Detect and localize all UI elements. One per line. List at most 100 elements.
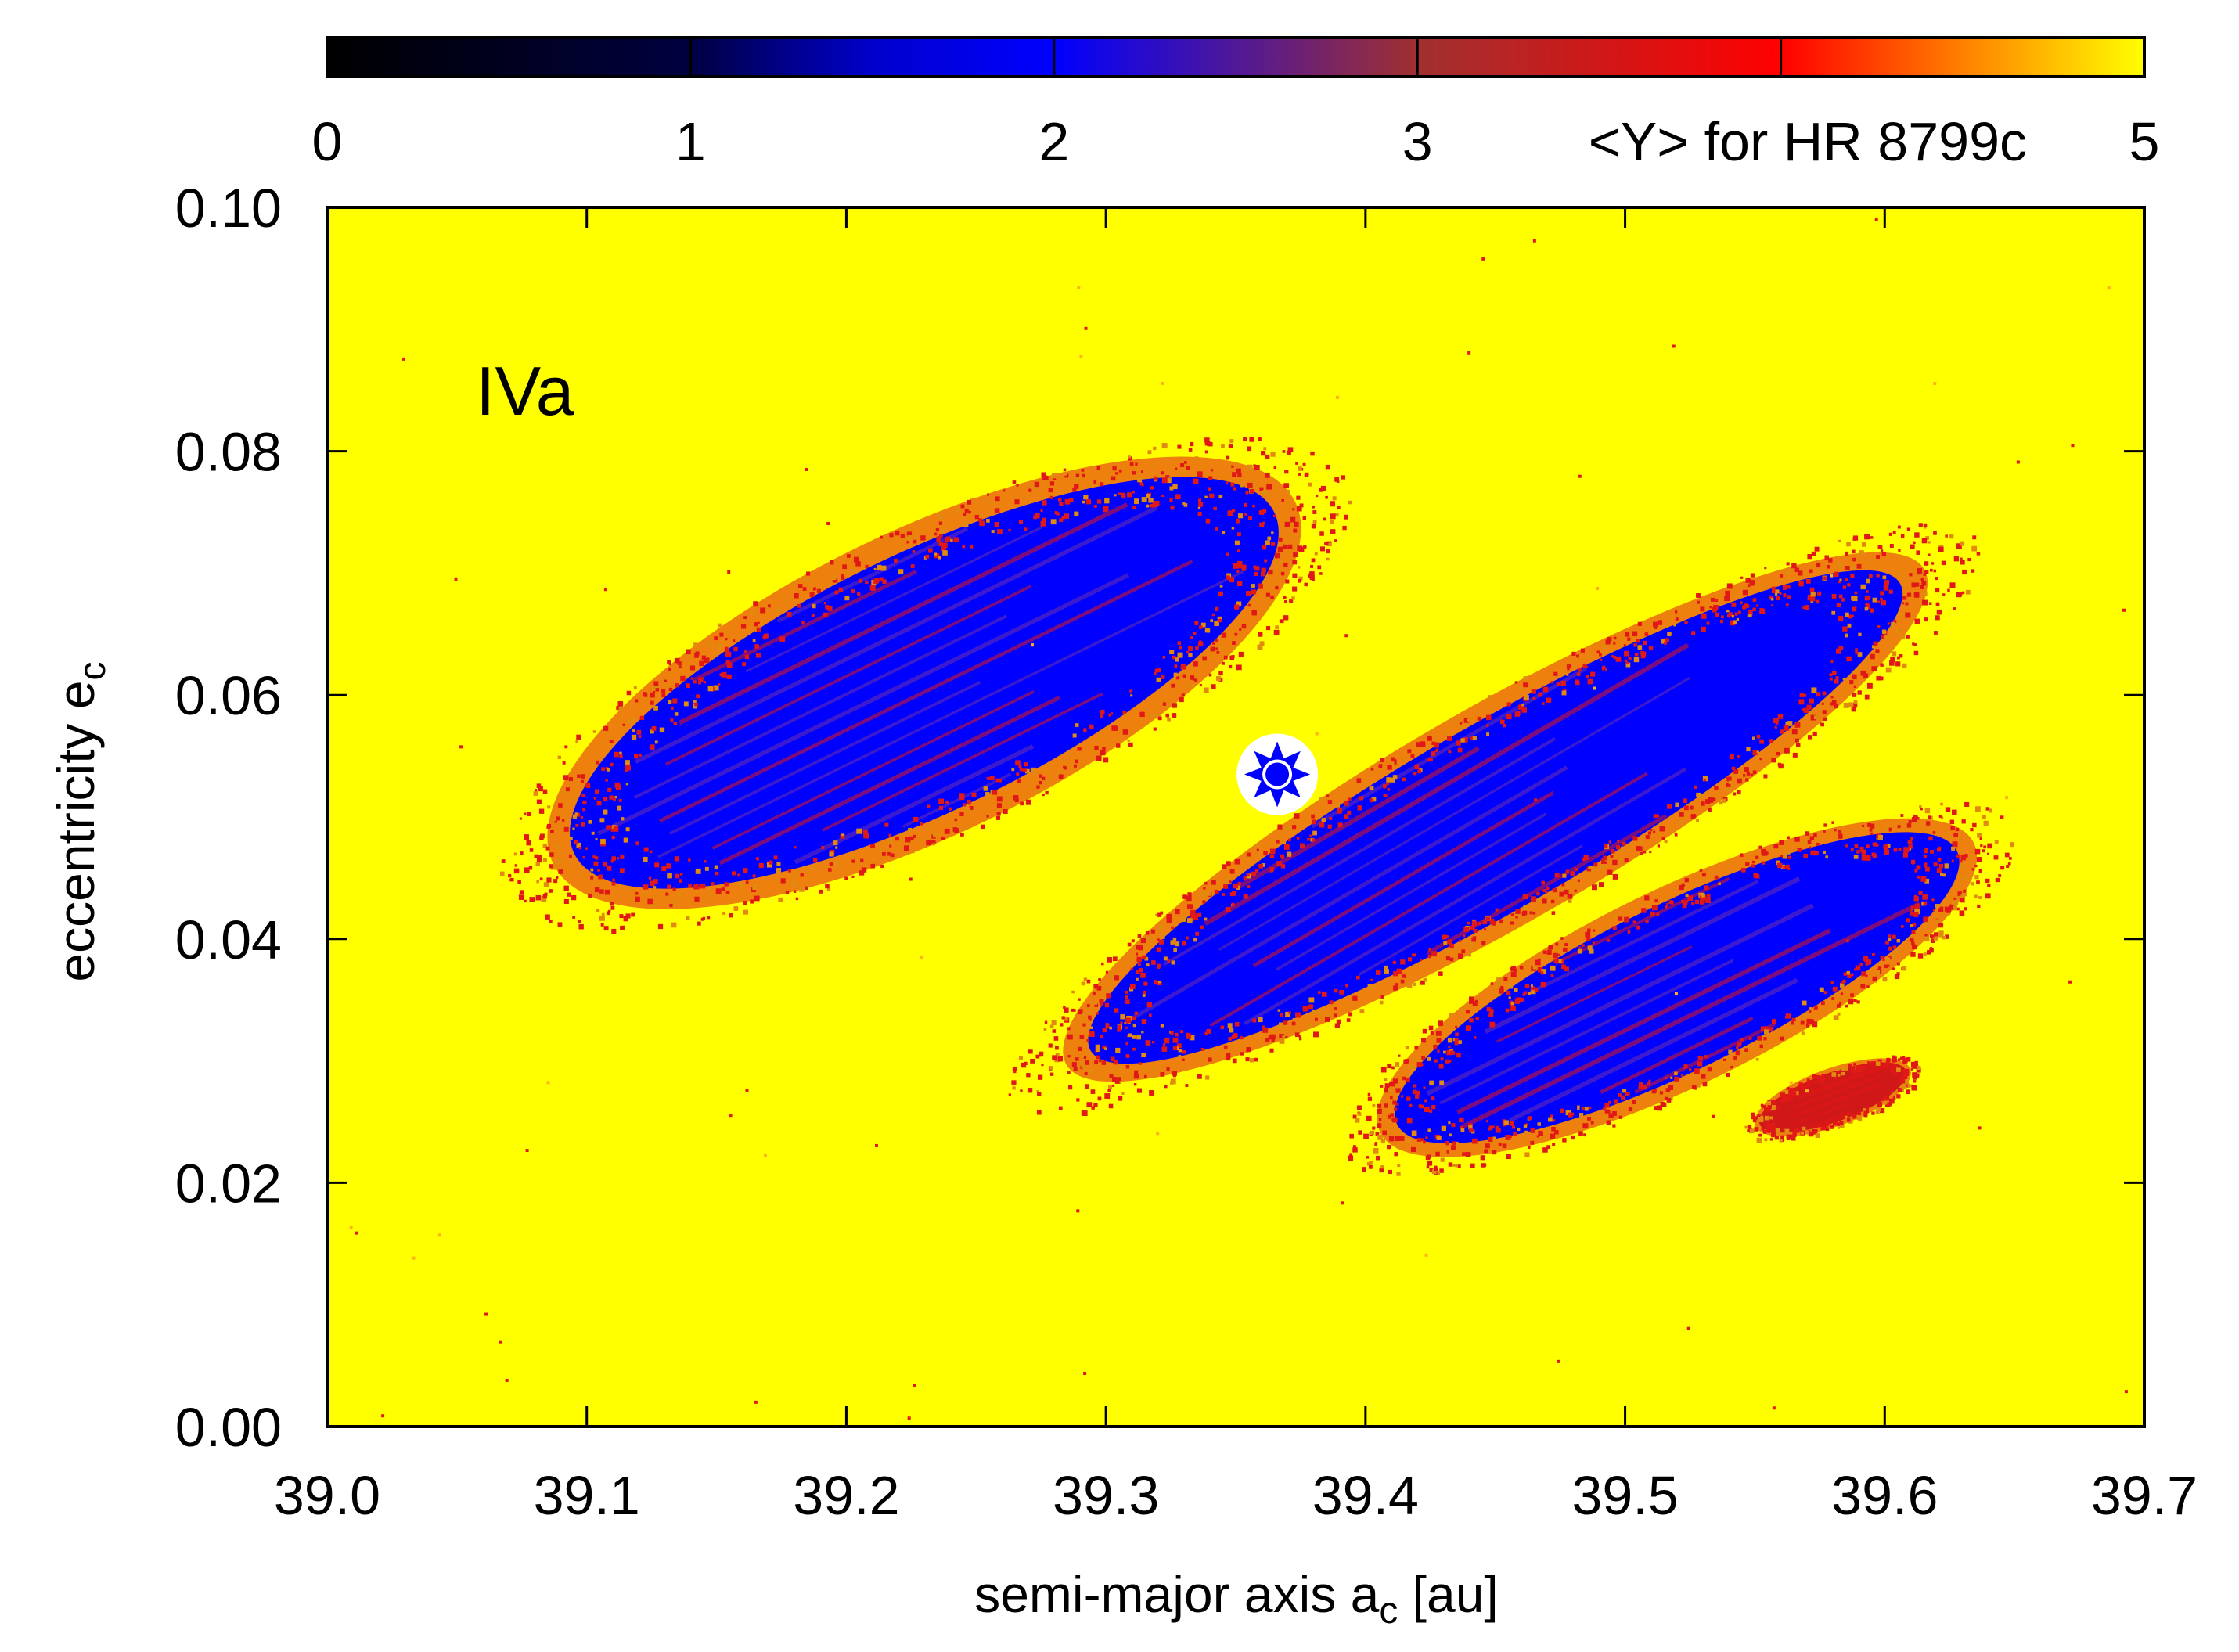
boundary-dot xyxy=(1740,1038,1744,1042)
boundary-dot xyxy=(863,833,869,839)
boundary-dot xyxy=(1222,893,1226,896)
boundary-dot xyxy=(1941,560,1946,566)
boundary-dot xyxy=(1330,501,1336,507)
boundary-dot xyxy=(1330,513,1336,520)
boundary-dot xyxy=(1094,1060,1099,1064)
boundary-dot xyxy=(1931,562,1935,565)
boundary-dot xyxy=(1289,599,1294,603)
boundary-dot xyxy=(1938,923,1944,928)
boundary-dot xyxy=(1665,1076,1668,1080)
isolated-dot xyxy=(2122,608,2126,612)
boundary-dot xyxy=(1245,491,1249,495)
boundary-dot xyxy=(1542,950,1547,955)
boundary-dot xyxy=(562,790,567,795)
boundary-dot xyxy=(1063,471,1067,476)
boundary-dot xyxy=(1752,736,1755,740)
boundary-dot xyxy=(1769,739,1774,743)
boundary-dot xyxy=(884,822,889,827)
boundary-dot xyxy=(1308,1004,1313,1010)
boundary-dot xyxy=(1888,827,1892,832)
boundary-dot xyxy=(1131,939,1135,943)
boundary-dot xyxy=(1935,602,1940,606)
boundary-dot xyxy=(595,856,599,860)
boundary-dot xyxy=(1730,1065,1733,1069)
marker-center xyxy=(1265,762,1290,786)
boundary-dot xyxy=(1114,494,1117,497)
boundary-dot xyxy=(1951,846,1956,851)
boundary-dot xyxy=(1086,1039,1089,1042)
boundary-dot xyxy=(1840,992,1844,995)
boundary-dot xyxy=(1416,1090,1420,1096)
boundary-dot xyxy=(1054,1046,1059,1050)
boundary-dot xyxy=(1506,702,1511,707)
boundary-dot xyxy=(927,826,931,830)
boundary-dot xyxy=(1831,594,1837,599)
boundary-dot xyxy=(1825,1127,1830,1132)
boundary-dot xyxy=(585,783,591,788)
boundary-dot xyxy=(926,840,932,846)
boundary-dot xyxy=(1845,844,1848,848)
boundary-dot xyxy=(1542,898,1547,904)
isolated-dot xyxy=(2071,444,2075,448)
boundary-dot xyxy=(1700,794,1705,799)
boundary-dot xyxy=(1434,1165,1438,1169)
boundary-dot xyxy=(1726,609,1730,613)
boundary-dot xyxy=(1756,1137,1762,1143)
boundary-dot xyxy=(989,775,995,781)
boundary-dot xyxy=(860,858,864,862)
boundary-dot xyxy=(1035,790,1039,794)
boundary-dot xyxy=(1261,451,1266,456)
boundary-dot xyxy=(1916,1073,1920,1077)
boundary-dot xyxy=(1871,645,1876,649)
boundary-dot xyxy=(1828,558,1833,563)
boundary-dot xyxy=(1771,586,1776,591)
boundary-dot xyxy=(1809,569,1813,574)
boundary-dot xyxy=(1838,580,1841,584)
boundary-dot xyxy=(1503,977,1508,981)
boundary-dot xyxy=(1172,655,1176,660)
boundary-dot xyxy=(1048,488,1053,493)
boundary-dot xyxy=(1699,869,1703,872)
boundary-dot xyxy=(1825,855,1829,859)
boundary-dot xyxy=(1112,1077,1118,1082)
boundary-dot xyxy=(1263,851,1268,856)
boundary-dot xyxy=(1102,747,1106,750)
boundary-dot xyxy=(753,883,757,887)
boundary-dot xyxy=(758,862,764,869)
boundary-dot xyxy=(1907,840,1913,844)
boundary-dot xyxy=(1888,1103,1892,1107)
boundary-dot xyxy=(913,816,919,822)
boundary-dot xyxy=(1208,673,1212,677)
boundary-dot xyxy=(1550,899,1555,904)
boundary-dot xyxy=(1982,849,1985,853)
boundary-dot xyxy=(1963,889,1967,893)
boundary-dot xyxy=(1929,948,1934,953)
boundary-dot xyxy=(1888,934,1892,938)
boundary-dot xyxy=(1448,1121,1451,1125)
boundary-dot xyxy=(1782,1127,1785,1130)
boundary-dot xyxy=(1423,977,1427,982)
boundary-dot xyxy=(1089,724,1094,729)
boundary-dot xyxy=(1857,652,1863,657)
boundary-dot xyxy=(1914,904,1920,909)
boundary-dot xyxy=(960,833,964,837)
boundary-dot xyxy=(1183,461,1187,464)
boundary-dot xyxy=(1861,855,1867,861)
boundary-dot xyxy=(1761,861,1766,865)
boundary-dot xyxy=(1284,600,1287,603)
boundary-dot xyxy=(729,913,733,918)
boundary-dot xyxy=(1831,997,1835,1000)
boundary-dot xyxy=(1823,991,1827,995)
boundary-dot xyxy=(1287,447,1294,453)
boundary-dot xyxy=(1566,664,1571,669)
boundary-dot xyxy=(1465,1025,1471,1031)
boundary-dot xyxy=(1625,1092,1630,1097)
boundary-dot xyxy=(1282,1035,1286,1039)
boundary-dot xyxy=(1532,965,1538,970)
boundary-dot xyxy=(964,508,969,513)
boundary-dot xyxy=(1247,603,1251,607)
colorbar-tick-label: 0 xyxy=(312,111,343,172)
boundary-dot xyxy=(606,825,610,830)
boundary-dot xyxy=(1862,1065,1866,1070)
boundary-dot xyxy=(554,819,557,823)
